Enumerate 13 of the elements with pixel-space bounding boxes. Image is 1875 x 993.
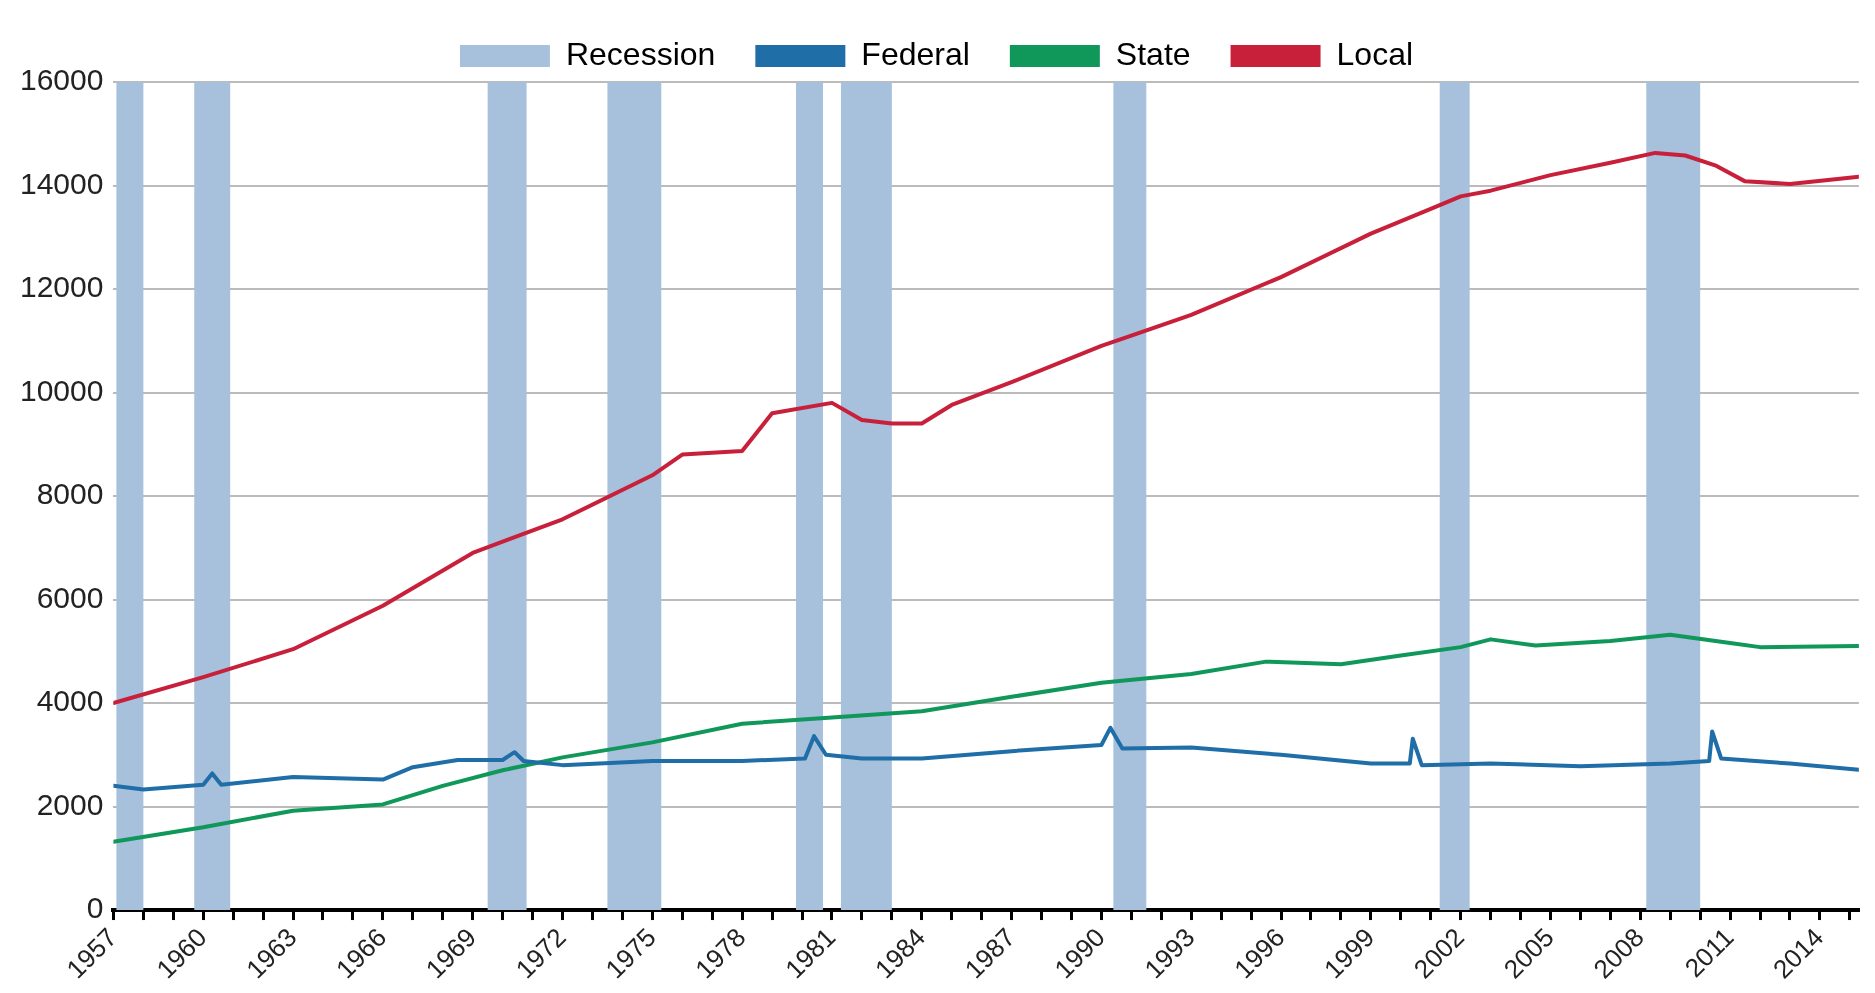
- y-tick-label: 4000: [36, 684, 104, 718]
- legend-label: State: [1115, 35, 1191, 72]
- legend-label: Federal: [861, 35, 970, 72]
- y-tick-label: 10000: [19, 373, 104, 407]
- legend-label: Local: [1336, 35, 1414, 72]
- legend-label: Recession: [565, 35, 716, 72]
- y-tick-label: 14000: [19, 166, 104, 200]
- y-tick-label: 8000: [36, 477, 104, 511]
- y-tick-label: 0: [86, 891, 104, 925]
- y-tick-label: 2000: [36, 787, 104, 821]
- y-tick-label: 16000: [19, 63, 104, 97]
- y-tick-label: 12000: [19, 270, 104, 304]
- y-tick-label: 6000: [36, 580, 104, 614]
